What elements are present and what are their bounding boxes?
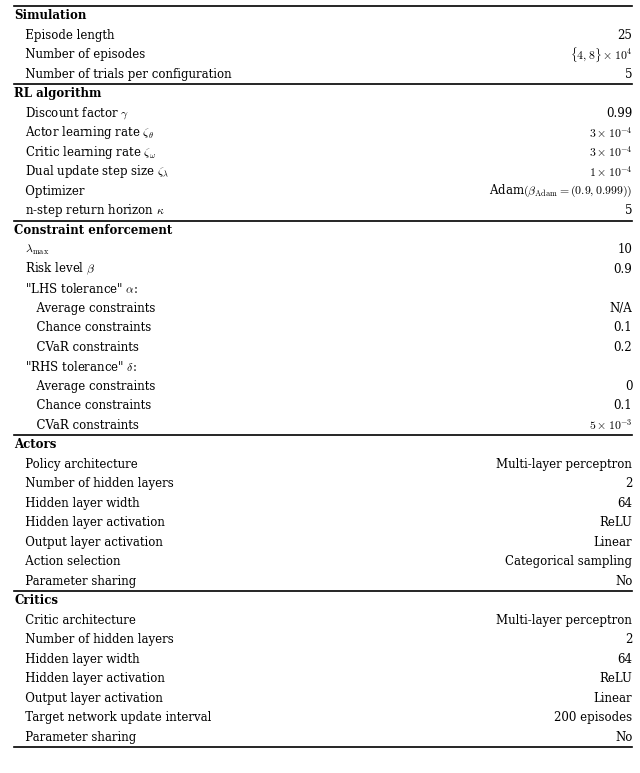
Text: 200 episodes: 200 episodes	[554, 711, 632, 724]
Text: Number of episodes: Number of episodes	[14, 48, 145, 61]
Text: RL algorithm: RL algorithm	[14, 87, 102, 100]
Text: 0.2: 0.2	[614, 341, 632, 354]
Text: Number of hidden layers: Number of hidden layers	[14, 633, 174, 646]
Text: Risk level $\beta$: Risk level $\beta$	[14, 261, 95, 278]
Text: 25: 25	[618, 29, 632, 42]
Text: Dual update step size $\zeta_\lambda$: Dual update step size $\zeta_\lambda$	[14, 163, 169, 180]
Text: N/A: N/A	[609, 301, 632, 315]
Text: 10: 10	[618, 243, 632, 257]
Text: "RHS tolerance" $\delta$:: "RHS tolerance" $\delta$:	[14, 359, 137, 374]
Text: Average constraints: Average constraints	[14, 380, 156, 393]
Text: n-step return horizon $\kappa$: n-step return horizon $\kappa$	[14, 203, 164, 220]
Text: Action selection: Action selection	[14, 555, 120, 568]
Text: $\lambda_{\max}$: $\lambda_{\max}$	[14, 243, 49, 257]
Text: No: No	[615, 575, 632, 587]
Text: Policy architecture: Policy architecture	[14, 458, 138, 471]
Text: Actors: Actors	[14, 438, 56, 451]
Text: Linear: Linear	[594, 536, 632, 549]
Text: Hidden layer activation: Hidden layer activation	[14, 516, 165, 530]
Text: 2: 2	[625, 633, 632, 646]
Text: 0.9: 0.9	[614, 263, 632, 276]
Text: Number of trials per configuration: Number of trials per configuration	[14, 68, 232, 80]
Text: $1 \times 10^{-4}$: $1 \times 10^{-4}$	[589, 165, 632, 179]
Text: 5: 5	[625, 204, 632, 217]
Text: CVaR constraints: CVaR constraints	[14, 419, 139, 432]
Text: Optimizer: Optimizer	[14, 185, 84, 198]
Text: $\{4, 8\} \times 10^4$: $\{4, 8\} \times 10^4$	[570, 46, 632, 64]
Text: Hidden layer width: Hidden layer width	[14, 652, 140, 666]
Text: Discount factor $\gamma$: Discount factor $\gamma$	[14, 105, 129, 121]
Text: Number of hidden layers: Number of hidden layers	[14, 477, 174, 490]
Text: Hidden layer activation: Hidden layer activation	[14, 673, 165, 685]
Text: Target network update interval: Target network update interval	[14, 711, 211, 724]
Text: Output layer activation: Output layer activation	[14, 536, 163, 549]
Text: Categorical sampling: Categorical sampling	[506, 555, 632, 568]
Text: "LHS tolerance" $\alpha$:: "LHS tolerance" $\alpha$:	[14, 281, 138, 296]
Text: Hidden layer width: Hidden layer width	[14, 497, 140, 509]
Text: Constraint enforcement: Constraint enforcement	[14, 223, 172, 237]
Text: Average constraints: Average constraints	[14, 301, 156, 315]
Text: Parameter sharing: Parameter sharing	[14, 575, 136, 587]
Text: Multi-layer perceptron: Multi-layer perceptron	[497, 458, 632, 471]
Text: 0: 0	[625, 380, 632, 393]
Text: No: No	[615, 730, 632, 744]
Text: Multi-layer perceptron: Multi-layer perceptron	[497, 614, 632, 627]
Text: 0.1: 0.1	[614, 322, 632, 334]
Text: Critic learning rate $\zeta_\omega$: Critic learning rate $\zeta_\omega$	[14, 144, 156, 161]
Text: 64: 64	[618, 497, 632, 509]
Text: Output layer activation: Output layer activation	[14, 692, 163, 705]
Text: 5: 5	[625, 68, 632, 80]
Text: Adam$(\beta_{\mathrm{Adam}} = (0.9, 0.999))$: Adam$(\beta_{\mathrm{Adam}} = (0.9, 0.99…	[489, 183, 632, 199]
Text: Actor learning rate $\zeta_\theta$: Actor learning rate $\zeta_\theta$	[14, 124, 154, 141]
Text: $3 \times 10^{-4}$: $3 \times 10^{-4}$	[589, 145, 632, 160]
Text: Critics: Critics	[14, 594, 58, 608]
Text: Chance constraints: Chance constraints	[14, 399, 151, 412]
Text: 64: 64	[618, 652, 632, 666]
Text: Episode length: Episode length	[14, 29, 115, 42]
Text: ReLU: ReLU	[600, 673, 632, 685]
Text: 2: 2	[625, 477, 632, 490]
Text: ReLU: ReLU	[600, 516, 632, 530]
Text: $3 \times 10^{-4}$: $3 \times 10^{-4}$	[589, 125, 632, 140]
Text: Parameter sharing: Parameter sharing	[14, 730, 136, 744]
Text: Linear: Linear	[594, 692, 632, 705]
Text: Critic architecture: Critic architecture	[14, 614, 136, 627]
Text: 0.99: 0.99	[606, 107, 632, 120]
Text: $5 \times 10^{-3}$: $5 \times 10^{-3}$	[589, 417, 632, 433]
Text: Chance constraints: Chance constraints	[14, 322, 151, 334]
Text: 0.1: 0.1	[614, 399, 632, 412]
Text: CVaR constraints: CVaR constraints	[14, 341, 139, 354]
Text: Simulation: Simulation	[14, 9, 86, 22]
